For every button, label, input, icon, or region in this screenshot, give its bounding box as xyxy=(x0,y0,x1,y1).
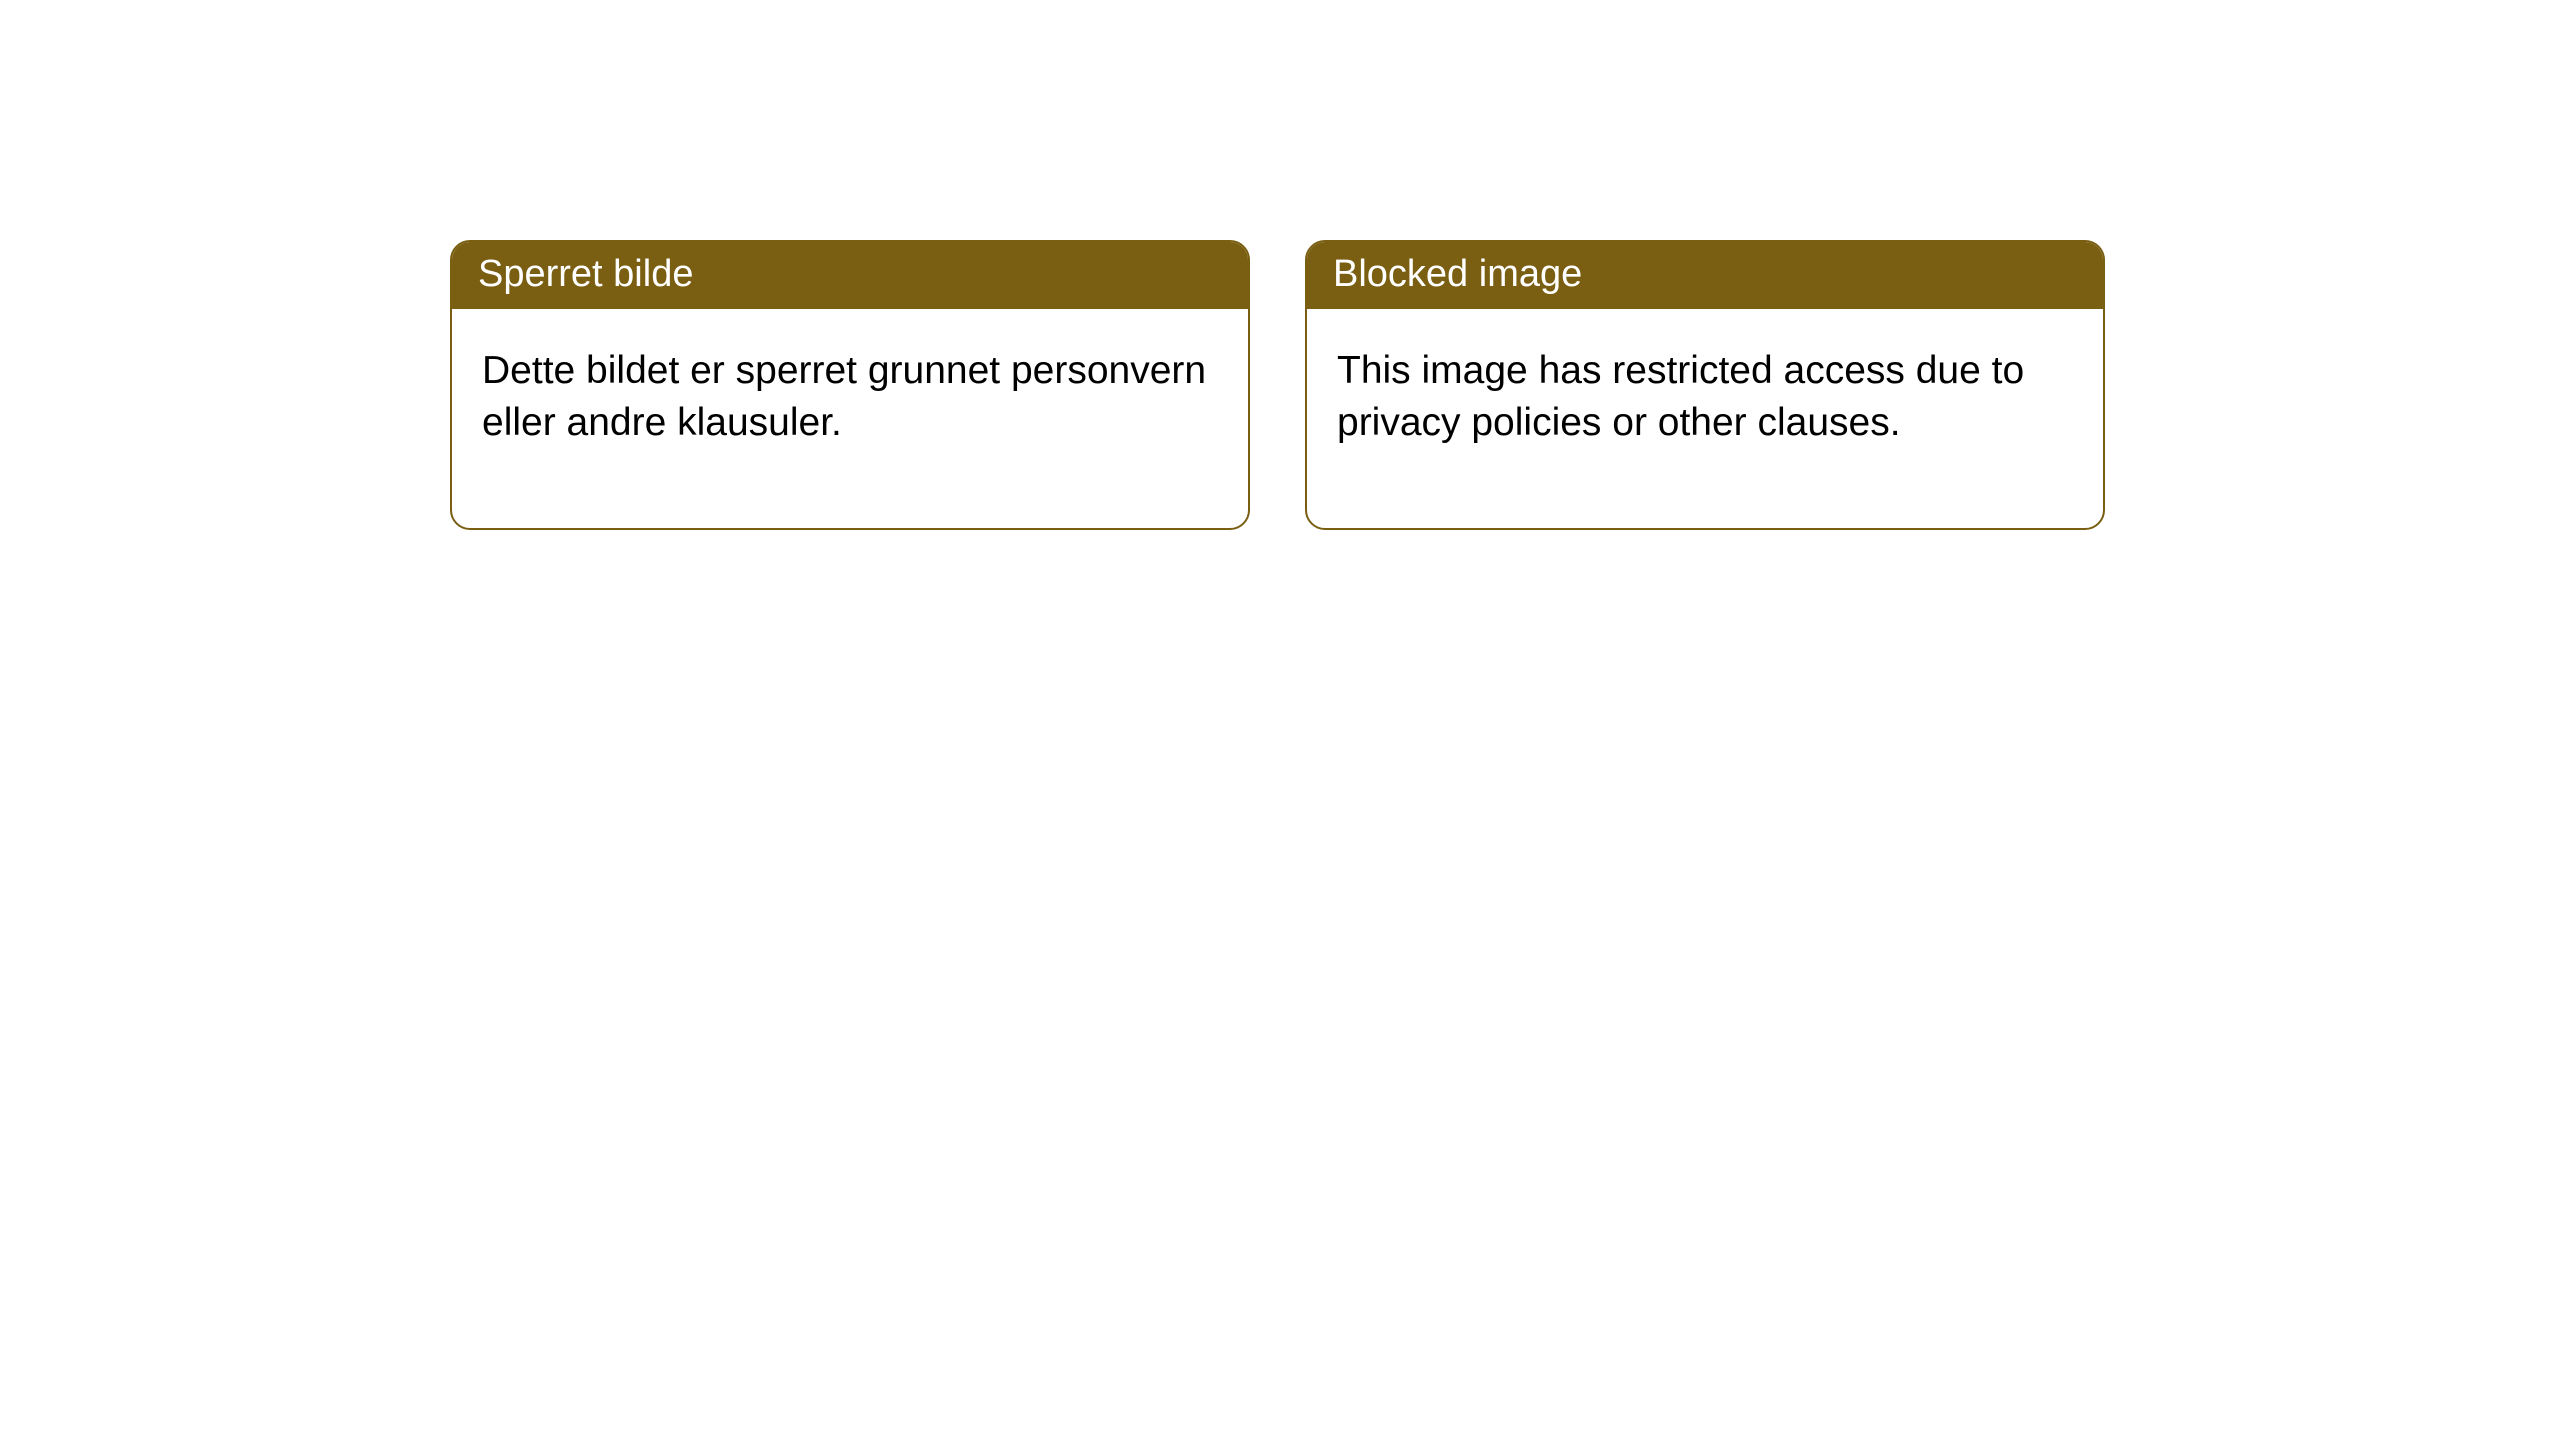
notice-container: Sperret bilde Dette bildet er sperret gr… xyxy=(0,0,2560,530)
notice-body-english: This image has restricted access due to … xyxy=(1307,309,2103,528)
notice-box-norwegian: Sperret bilde Dette bildet er sperret gr… xyxy=(450,240,1250,530)
notice-header-english: Blocked image xyxy=(1307,242,2103,309)
notice-box-english: Blocked image This image has restricted … xyxy=(1305,240,2105,530)
notice-body-norwegian: Dette bildet er sperret grunnet personve… xyxy=(452,309,1248,528)
notice-header-norwegian: Sperret bilde xyxy=(452,242,1248,309)
